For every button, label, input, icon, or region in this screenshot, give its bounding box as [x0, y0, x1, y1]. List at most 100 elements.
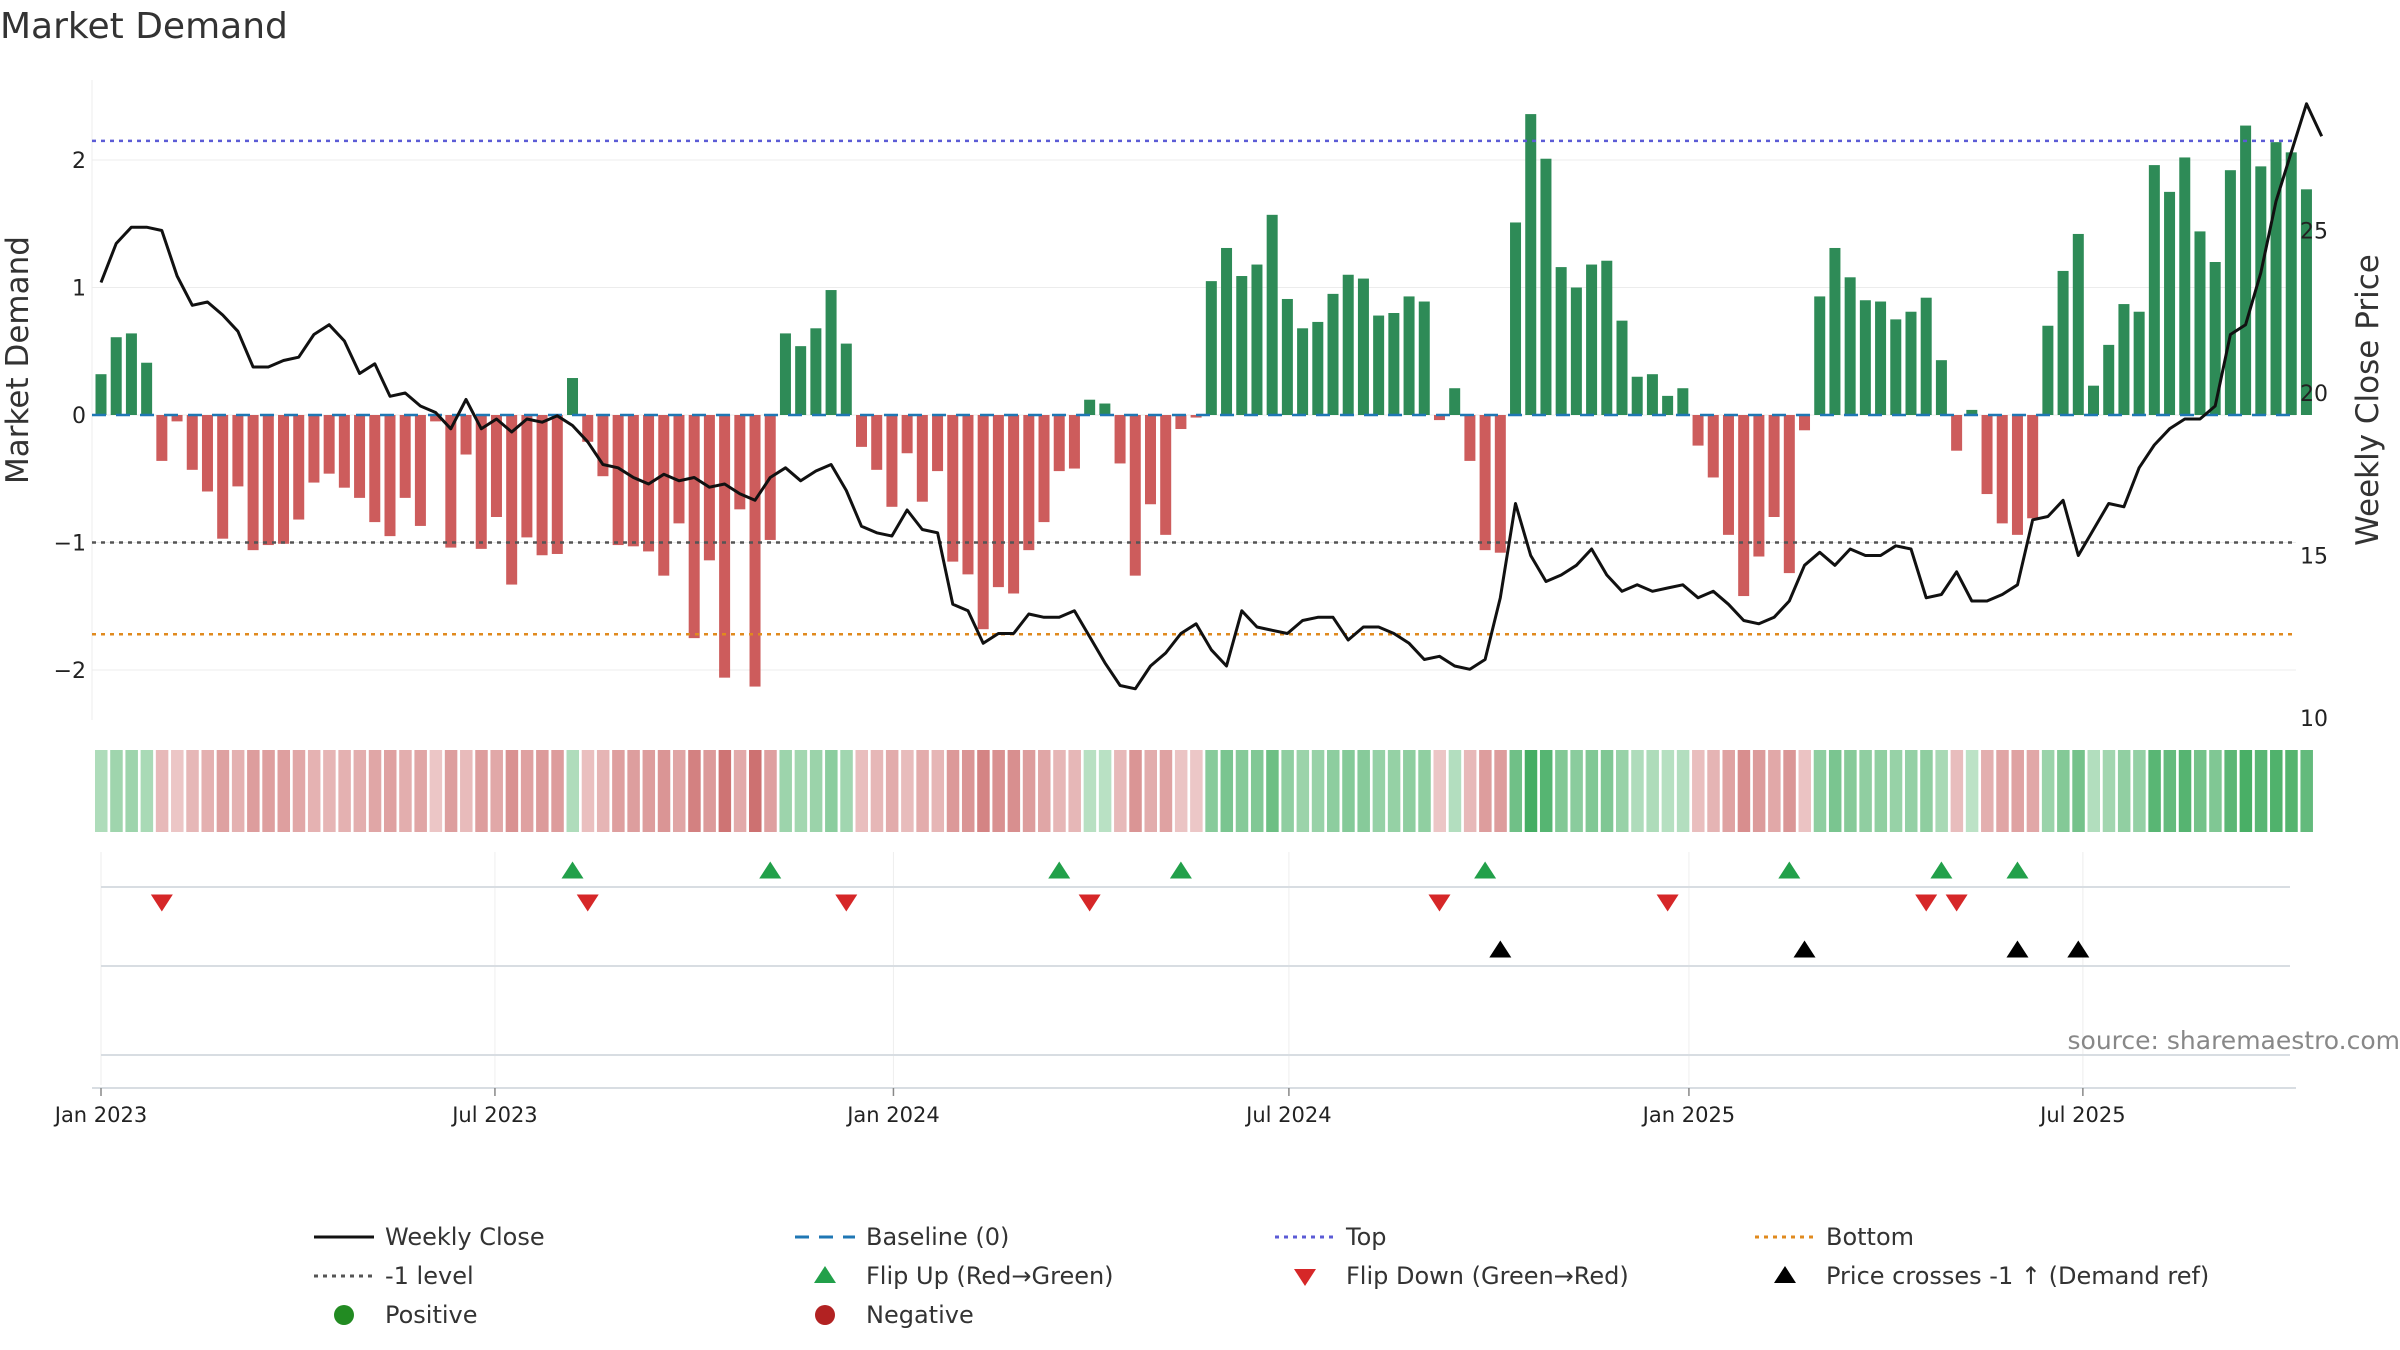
x-tick-label: Jul 2025: [2038, 1103, 2125, 1127]
demand-bars: [95, 114, 2312, 687]
demand-bar: [871, 415, 883, 470]
demand-bar: [141, 362, 153, 415]
demand-bar: [399, 415, 411, 498]
demand-bar: [1236, 276, 1248, 415]
demand-bar: [1555, 267, 1567, 415]
demand-bar: [1540, 158, 1552, 415]
heat-cell: [1828, 750, 1842, 832]
flip-up-marker: [1474, 861, 1497, 879]
heat-cell: [1387, 750, 1401, 832]
heat-cell: [1981, 750, 1994, 832]
heat-cell: [231, 750, 245, 832]
heat-cell: [1889, 750, 1903, 832]
heat-cell: [1646, 750, 1659, 832]
demand-bar: [1190, 415, 1202, 418]
flip-up-marker: [759, 861, 782, 879]
heat-cell: [338, 750, 351, 832]
demand-bar: [2088, 385, 2100, 415]
demand-bar: [1327, 293, 1339, 415]
demand-bar: [475, 415, 487, 549]
heat-cell: [2057, 750, 2070, 832]
demand-bar: [582, 415, 594, 442]
x-tick-label: Jul 2023: [450, 1103, 537, 1127]
demand-bar: [1935, 360, 1947, 415]
legend-top-label: Top: [1345, 1223, 1387, 1251]
demand-bar: [1342, 274, 1354, 415]
y2-axis-ticks: 10 15 20 25: [2300, 220, 2328, 733]
heat-cell: [1600, 750, 1614, 832]
heat-cell: [1904, 750, 1918, 832]
demand-bar: [354, 415, 366, 498]
legend-positive-swatch: [334, 1305, 354, 1325]
demand-bar: [1038, 415, 1050, 523]
heat-cell: [2224, 750, 2237, 832]
demand-bar: [962, 415, 974, 575]
legend-positive: Positive: [334, 1301, 478, 1329]
x-axis-ticks: Jan 2023 Jul 2023 Jan 2024 Jul 2024 Jan 2025…: [53, 1088, 2126, 1127]
heat-cell: [1950, 750, 1964, 832]
y-tick-label: −2: [54, 659, 86, 684]
legend-bottom-label: Bottom: [1826, 1223, 1914, 1251]
heat-cell: [475, 750, 488, 832]
price-cross-marker: [1793, 940, 1816, 958]
demand-bar: [1844, 277, 1856, 415]
demand-bar: [1768, 415, 1780, 517]
heat-cell: [2011, 750, 2024, 832]
flip-down-marker: [1915, 894, 1938, 912]
heat-cell: [1281, 750, 1294, 832]
x-tick-label: Jan 2024: [845, 1103, 940, 1127]
demand-bar: [840, 343, 852, 415]
heat-cell: [125, 750, 138, 832]
demand-bar: [673, 415, 685, 524]
demand-bar: [1494, 415, 1506, 553]
demand-bar: [232, 415, 244, 487]
heat-cell: [460, 750, 473, 832]
y2-tick-label: 25: [2300, 220, 2328, 245]
demand-bar: [1114, 415, 1126, 464]
heat-cell: [110, 750, 123, 832]
demand-bar: [1464, 415, 1476, 461]
heat-cell: [1661, 750, 1675, 832]
heat-cell: [794, 750, 808, 832]
heat-cell: [1114, 750, 1127, 832]
demand-bar: [2057, 270, 2069, 415]
flip-up-marker: [1778, 861, 1801, 879]
demand-bar: [947, 415, 959, 562]
heat-cell: [2148, 750, 2161, 832]
demand-bar: [1510, 222, 1522, 415]
legend-flip-up-swatch: [814, 1266, 836, 1283]
heat-cell: [961, 750, 975, 832]
demand-bar: [1814, 296, 1826, 415]
legend-flip-up: Flip Up (Red→Green): [814, 1262, 1114, 1290]
heat-cell: [155, 750, 169, 832]
heat-cell: [870, 750, 884, 832]
demand-bar: [1783, 415, 1795, 574]
heat-cell: [429, 750, 443, 832]
demand-bar: [795, 346, 807, 415]
heat-cell: [2239, 750, 2253, 832]
demand-bar: [1996, 415, 2008, 524]
heat-cell: [186, 750, 199, 832]
heat-cell: [946, 750, 960, 832]
demand-bar: [1418, 301, 1430, 415]
demand-bar: [2011, 415, 2023, 535]
heat-cell: [1524, 750, 1538, 832]
demand-bar: [658, 415, 670, 576]
heat-cell: [1768, 750, 1781, 832]
legend-flip-down: Flip Down (Green→Red): [1294, 1262, 1629, 1290]
flip-down-marker: [1428, 894, 1451, 912]
heat-cell: [1859, 750, 1872, 832]
demand-bar: [856, 415, 867, 447]
legend-negative: Negative: [815, 1301, 974, 1329]
y2-axis-label: Weekly Close Price: [2350, 254, 2386, 546]
demand-bar: [1266, 214, 1278, 415]
demand-bar: [2042, 325, 2054, 415]
heat-cell: [1311, 750, 1325, 832]
chart-title: Market Demand: [0, 6, 288, 47]
demand-bar: [1205, 281, 1217, 415]
demand-bar: [1357, 278, 1369, 415]
heat-cell: [201, 750, 214, 832]
demand-bar: [1312, 321, 1324, 415]
x-tick-label: Jan 2023: [53, 1103, 148, 1127]
heat-cell: [2285, 750, 2298, 832]
